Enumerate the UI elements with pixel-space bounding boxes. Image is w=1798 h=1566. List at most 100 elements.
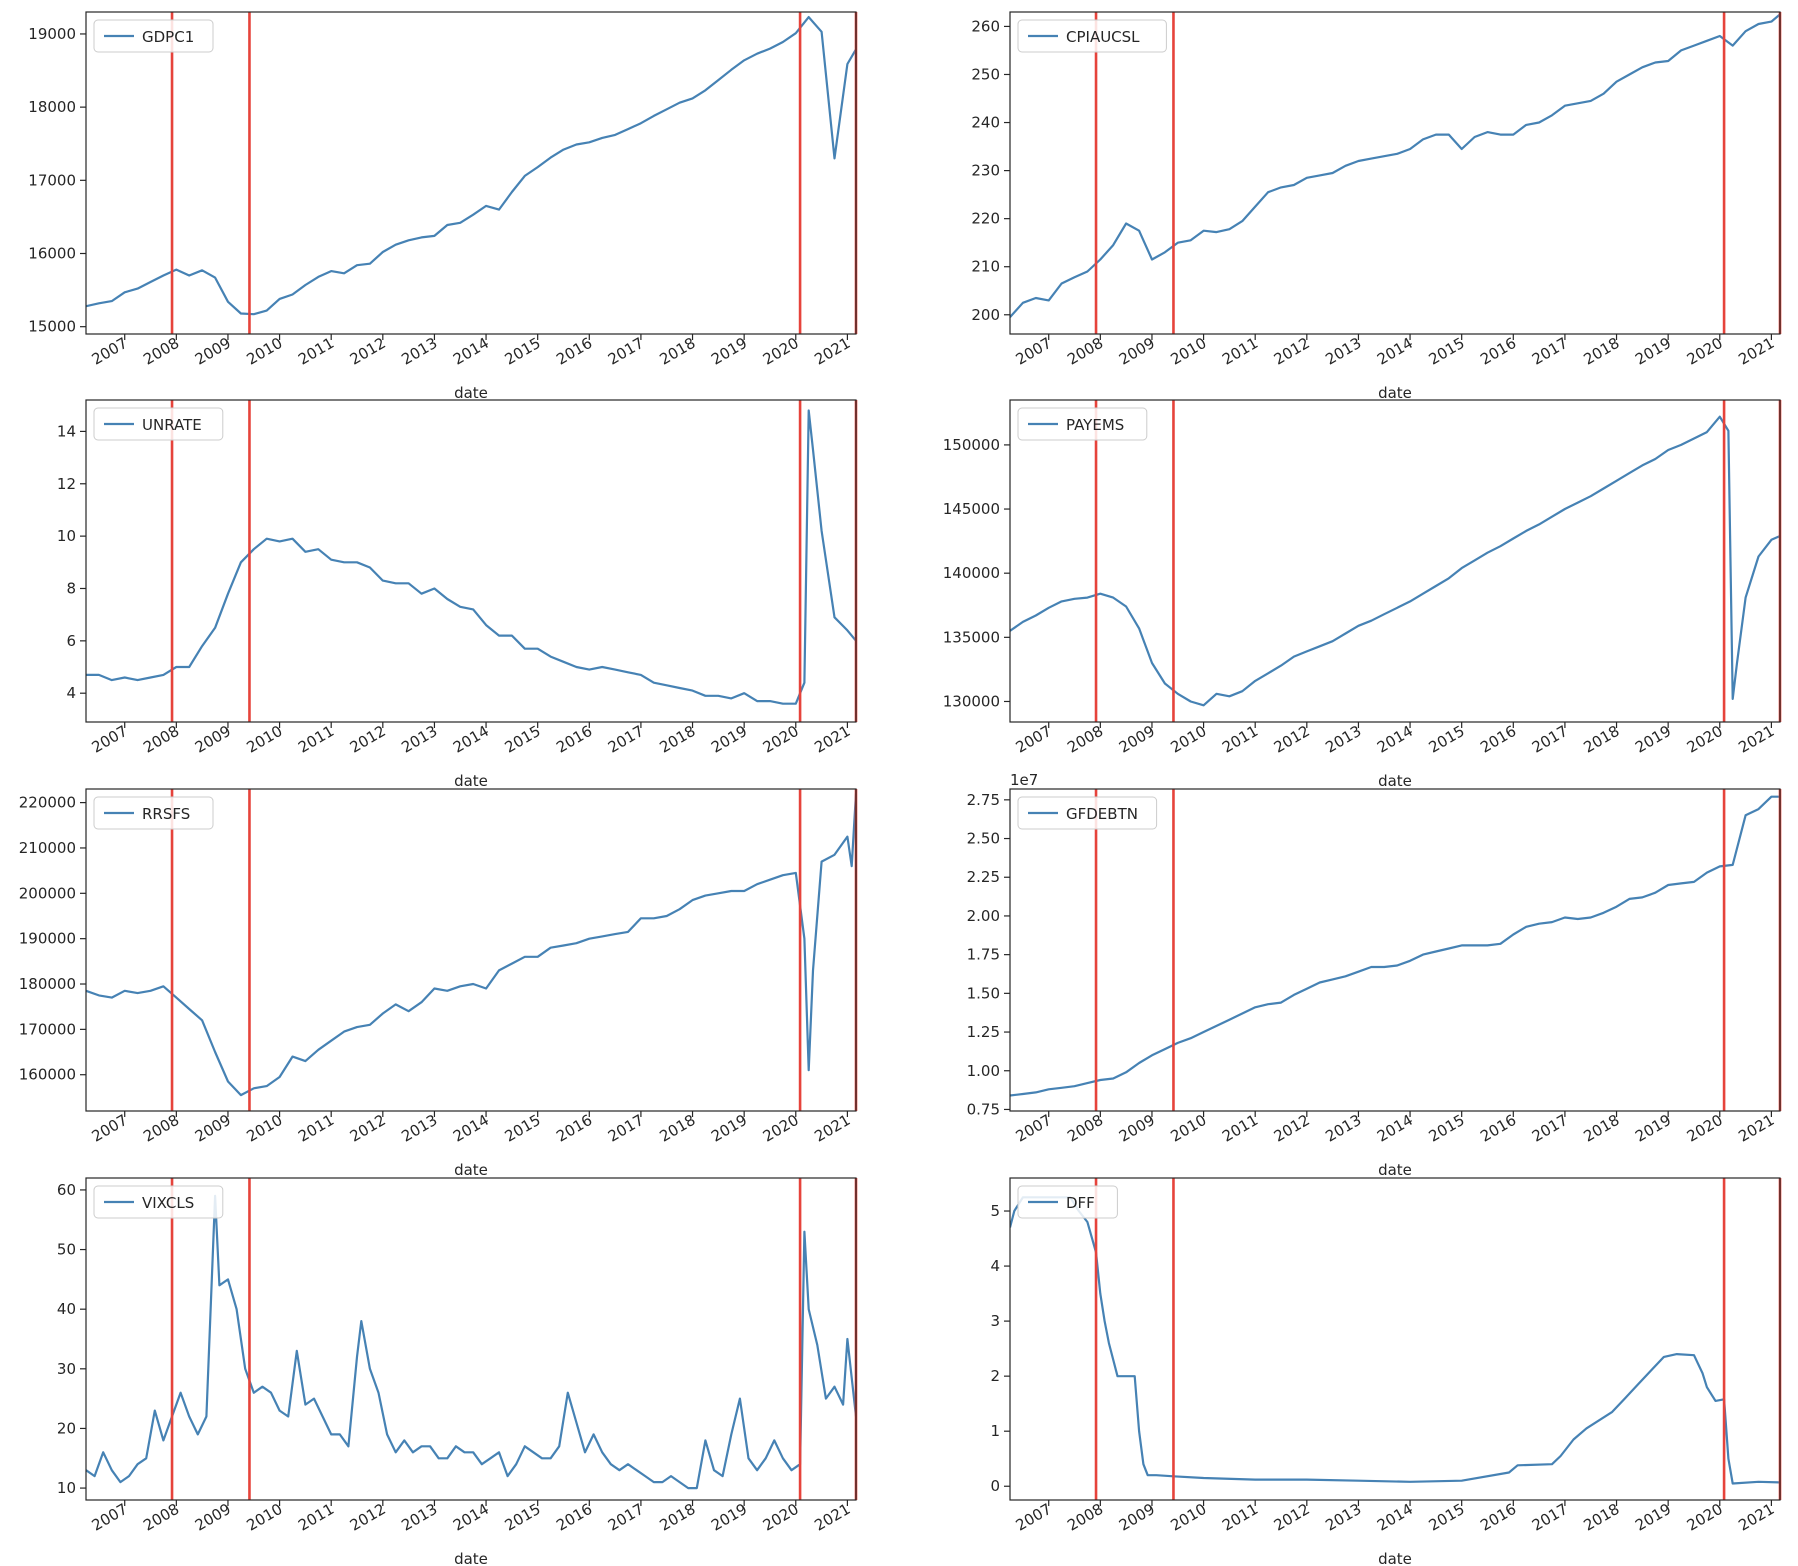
- x-axis-label: date: [1378, 1161, 1412, 1179]
- plot-frame: [85, 1177, 857, 1501]
- x-tick-label: 2012: [347, 334, 389, 369]
- x-tick-label: 2010: [1168, 1111, 1210, 1146]
- x-tick-label: 2014: [1374, 1500, 1416, 1535]
- x-tick-label: 2017: [1529, 1500, 1571, 1535]
- legend: VIXCLS: [93, 1185, 224, 1219]
- legend-label: GFDEBTN: [1066, 805, 1138, 823]
- x-tick-label: 2007: [89, 334, 131, 369]
- y-tick-label: 2: [990, 1367, 1000, 1385]
- x-tick-label: 2010: [244, 1500, 286, 1535]
- y-tick-label: 1: [990, 1422, 1000, 1440]
- legend-label: PAYEMS: [1066, 416, 1124, 434]
- x-tick-label: 2021: [811, 334, 853, 369]
- y-tick-label: 12: [57, 475, 76, 493]
- x-tick-label: 2019: [1632, 1500, 1674, 1535]
- x-tick-label: 2014: [450, 1500, 492, 1535]
- x-tick-label: 2020: [1684, 722, 1726, 757]
- x-tick-label: 2010: [1168, 722, 1210, 757]
- legend-box: [93, 1185, 224, 1219]
- x-tick-label: 2011: [295, 722, 337, 757]
- x-tick-label: 2020: [760, 1500, 802, 1535]
- x-tick-label: 2008: [140, 1500, 182, 1535]
- x-axis-label: date: [454, 1161, 488, 1179]
- y-tick-label: 135000: [943, 628, 1000, 646]
- y-tick-label: 150000: [943, 436, 1000, 454]
- y-tick-label: 0: [990, 1477, 1000, 1495]
- series-line-gdpc1: [86, 16, 856, 316]
- y-tick-label: 200000: [19, 884, 76, 902]
- x-tick-label: 2010: [244, 334, 286, 369]
- y-tick-label: 3: [990, 1312, 1000, 1330]
- x-axis-label: date: [454, 1550, 488, 1566]
- x-tick-label: 2021: [811, 722, 853, 757]
- x-tick-label: 2007: [89, 1500, 131, 1535]
- y-tick-label: 160000: [19, 1066, 76, 1084]
- y-tick-label: 210: [971, 258, 1000, 276]
- x-axis-label: date: [454, 384, 488, 402]
- x-tick-label: 2015: [1426, 722, 1468, 757]
- y-tick-label: 1.75: [967, 946, 1000, 964]
- x-tick-label: 2017: [605, 1111, 647, 1146]
- y-tick-label: 170000: [19, 1020, 76, 1038]
- x-tick-label: 2013: [1322, 722, 1364, 757]
- x-tick-label: 2012: [347, 1111, 389, 1146]
- y-tick-label: 19000: [28, 25, 76, 43]
- x-tick-label: 2010: [244, 722, 286, 757]
- x-tick-label: 2008: [1064, 334, 1106, 369]
- x-tick-label: 2012: [347, 1500, 389, 1535]
- legend-box: [1017, 19, 1167, 53]
- x-tick-label: 2016: [553, 1500, 595, 1535]
- x-tick-label: 2011: [1219, 334, 1261, 369]
- x-tick-label: 2021: [811, 1500, 853, 1535]
- legend-box: [93, 796, 214, 830]
- y-tick-label: 17000: [28, 171, 76, 189]
- x-tick-label: 2011: [1219, 722, 1261, 757]
- y-tick-label: 250: [971, 65, 1000, 83]
- x-tick-label: 2018: [656, 1500, 698, 1535]
- x-tick-label: 2016: [1477, 334, 1519, 369]
- x-tick-label: 2014: [1374, 334, 1416, 369]
- x-tick-label: 2015: [502, 1111, 544, 1146]
- x-tick-label: 2021: [1735, 334, 1777, 369]
- x-tick-label: 2014: [450, 722, 492, 757]
- x-tick-label: 2011: [1219, 1500, 1261, 1535]
- x-tick-label: 2011: [295, 334, 337, 369]
- x-tick-label: 2020: [1684, 1111, 1726, 1146]
- y-tick-label: 20: [57, 1419, 76, 1437]
- x-tick-label: 2007: [1013, 1111, 1055, 1146]
- x-tick-label: 2018: [1580, 1111, 1622, 1146]
- x-tick-label: 2017: [605, 334, 647, 369]
- x-tick-label: 2012: [1271, 1500, 1313, 1535]
- y-tick-label: 130000: [943, 692, 1000, 710]
- x-tick-label: 2008: [140, 334, 182, 369]
- x-tick-label: 2020: [1684, 334, 1726, 369]
- x-tick-label: 2010: [1168, 1500, 1210, 1535]
- x-tick-label: 2016: [1477, 1500, 1519, 1535]
- y-tick-label: 190000: [19, 930, 76, 948]
- legend-label: RRSFS: [142, 805, 190, 823]
- x-tick-label: 2009: [192, 1500, 234, 1535]
- y-tick-label: 220000: [19, 794, 76, 812]
- x-tick-label: 2017: [1529, 1111, 1571, 1146]
- x-tick-label: 2019: [1632, 1111, 1674, 1146]
- chart-cpiaucsl: 200 210 220 230 240 250 260 2007 2008 2009 2010 201…: [971, 11, 1782, 402]
- x-tick-label: 2017: [605, 722, 647, 757]
- legend-label: DFF: [1066, 1194, 1095, 1212]
- x-tick-label: 2019: [1632, 334, 1674, 369]
- x-tick-label: 2008: [140, 722, 182, 757]
- series-line-payems: [1010, 415, 1780, 707]
- x-tick-label: 2017: [605, 1500, 647, 1535]
- x-tick-label: 2007: [1013, 1500, 1055, 1535]
- series-line-rrsfs: [86, 793, 856, 1097]
- chart-unrate: 4 6 8 10 12 14 2007 2008 2009 2010 2011 2012 2013 201…: [57, 399, 858, 790]
- x-tick-label: 2013: [1322, 1111, 1364, 1146]
- x-tick-label: 2009: [1116, 334, 1158, 369]
- y-tick-label: 2.50: [967, 830, 1000, 848]
- x-tick-label: 2016: [553, 1111, 595, 1146]
- y-tick-label: 1.00: [967, 1062, 1000, 1080]
- y-tick-label: 240: [971, 114, 1000, 132]
- chart-gdpc1: 15000 16000 17000 18000 19000 2007 2008 2009 201…: [28, 11, 858, 402]
- x-tick-label: 2008: [140, 1111, 182, 1146]
- legend: CPIAUCSL: [1017, 19, 1167, 53]
